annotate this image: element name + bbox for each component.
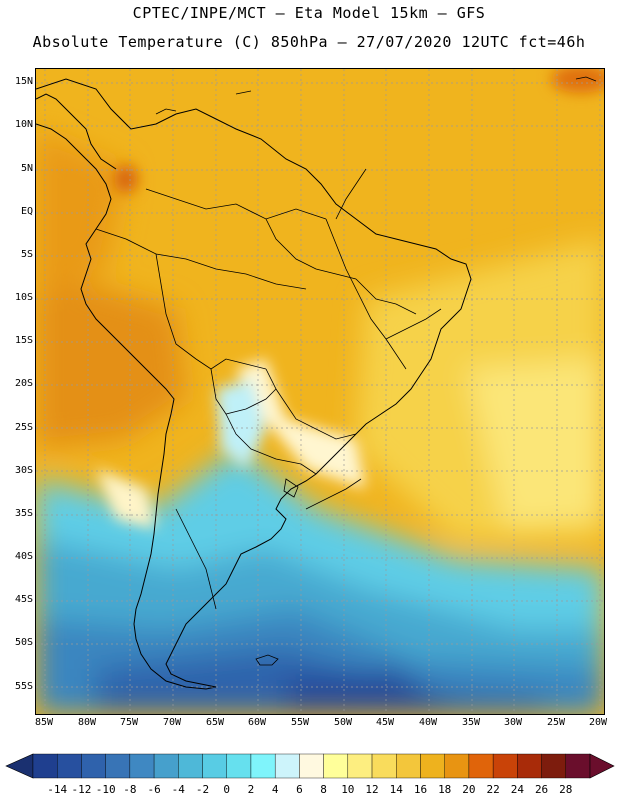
colorbar-swatch: [129, 753, 155, 779]
colorbar-swatch: [250, 753, 276, 779]
coastline-caribbean-islands: [155, 76, 597, 115]
colorbar-tick-label: 0: [223, 783, 231, 796]
colorbar-tick-label: -12: [71, 783, 92, 796]
lon-label-60w: 60W: [247, 717, 267, 728]
colorbar-tick-label: -4: [171, 783, 185, 796]
field-peru-pale: [96, 469, 156, 529]
colorbar-swatch: [226, 753, 252, 779]
colorbar-swatch: [492, 753, 518, 779]
lat-label-10s: 10S: [14, 292, 33, 303]
colorbar-swatch: [347, 753, 373, 779]
colorbar-swatch: [444, 753, 470, 779]
lon-label-85w: 85W: [34, 717, 54, 728]
lat-label-5n: 5N: [20, 163, 33, 174]
colorbar-swatch: [32, 753, 58, 779]
colorbar-tick-label: 18: [438, 783, 452, 796]
lon-label-65w: 65W: [205, 717, 225, 728]
colorbar-tick-label: 2: [247, 783, 255, 796]
colorbar-swatch: [323, 753, 349, 779]
lat-label-25s: 25S: [14, 422, 33, 433]
colorbar-swatch: [565, 753, 591, 779]
title-line-2: Absolute Temperature (C) 850hPa – 27/07/…: [32, 33, 586, 51]
lake-patos: [283, 478, 299, 498]
lat-label-15n: 15N: [14, 76, 33, 87]
colorbar-swatch: [517, 753, 542, 779]
colorbar-tick-label: -2: [195, 783, 210, 796]
colorbar-swatch: [468, 753, 494, 779]
lat-label-15s: 15S: [14, 335, 33, 346]
lat-label-30s: 30S: [14, 465, 33, 476]
field-pacific-orange2: [36, 129, 126, 299]
lat-label-35s: 35S: [14, 508, 33, 519]
colorbar-swatch: [178, 753, 203, 779]
lat-label-50s: 50S: [14, 637, 33, 648]
colorbar-swatch: [81, 753, 106, 779]
field-hotspot-colombia: [114, 165, 138, 193]
field-cyan-tongue: [216, 379, 266, 469]
lon-label-70w: 70W: [162, 717, 182, 728]
lat-label-45s: 45S: [14, 594, 33, 605]
field-hotspot-ne: [551, 69, 604, 93]
colorbar-tick-label: 20: [462, 783, 476, 796]
colorbar-tick-label: 16: [413, 783, 428, 796]
colorbar-tick-label: 24: [510, 783, 524, 796]
lon-label-30w: 30W: [503, 717, 523, 728]
map-frame[interactable]: [35, 68, 605, 715]
field-cold-5: [286, 669, 456, 714]
lon-label-55w: 55W: [290, 717, 310, 728]
lon-label-25w: 25W: [546, 717, 566, 728]
colorbar-swatch: [105, 753, 131, 779]
coastline-central-america: [36, 93, 117, 170]
lon-label-45w: 45W: [375, 717, 395, 728]
colorbar-tick-label: 14: [389, 783, 403, 796]
colorbar-tick-label: 12: [365, 783, 379, 796]
field-pacific-orange: [36, 269, 186, 449]
colorbar-swatch: [396, 753, 421, 779]
lat-label-5s: 5S: [20, 249, 33, 260]
temperature-map: [36, 69, 604, 714]
lat-label-55s: 55S: [14, 681, 33, 692]
colorbar-tick-label: 4: [271, 783, 279, 796]
colorbar-tick-label: 10: [341, 783, 355, 796]
falkland-islands: [255, 654, 279, 666]
lat-label-eq: EQ: [20, 206, 33, 217]
lon-label-35w: 35W: [461, 717, 481, 728]
colorbar-swatch: [299, 753, 324, 779]
colorbar-tick-label: 6: [296, 783, 303, 796]
lon-label-75w: 75W: [119, 717, 139, 728]
colorbar-under-arrow: [5, 753, 34, 779]
colorbar-over-arrow: [589, 753, 615, 779]
colorbar-swatch: [371, 753, 397, 779]
colorbar-tick-label: 28: [559, 783, 573, 796]
lat-label-20s: 20S: [14, 378, 33, 389]
title-line-1: CPTEC/INPE/MCT – Eta Model 15km – GFS: [132, 4, 486, 22]
lon-label-80w: 80W: [77, 717, 97, 728]
colorbar-tick-label: 8: [320, 783, 327, 796]
colorbar-swatch: [153, 753, 179, 779]
colorbar-swatch: [274, 753, 300, 779]
country-borders: [95, 168, 442, 610]
lon-label-20w: 20W: [588, 717, 608, 728]
colorbar: [5, 753, 615, 779]
colorbar-tick-label: 22: [486, 783, 500, 796]
colorbar-tick-label: -14: [47, 783, 68, 796]
colorbar-tick-label: -8: [123, 783, 137, 796]
colorbar-tick-label: 26: [534, 783, 549, 796]
field-east-pale: [466, 359, 604, 529]
lat-label-10n: 10N: [14, 119, 33, 130]
colorbar-swatch: [57, 753, 82, 779]
colorbar-tick-label: -6: [147, 783, 161, 796]
coastline-south-america: [36, 78, 472, 690]
lon-label-50w: 50W: [333, 717, 353, 728]
lon-label-40w: 40W: [418, 717, 438, 728]
colorbar-swatch: [202, 753, 227, 779]
colorbar-swatch: [420, 753, 445, 779]
colorbar-tick-label: -10: [95, 783, 116, 796]
colorbar-swatch: [541, 753, 566, 779]
lat-label-40s: 40S: [14, 551, 33, 562]
